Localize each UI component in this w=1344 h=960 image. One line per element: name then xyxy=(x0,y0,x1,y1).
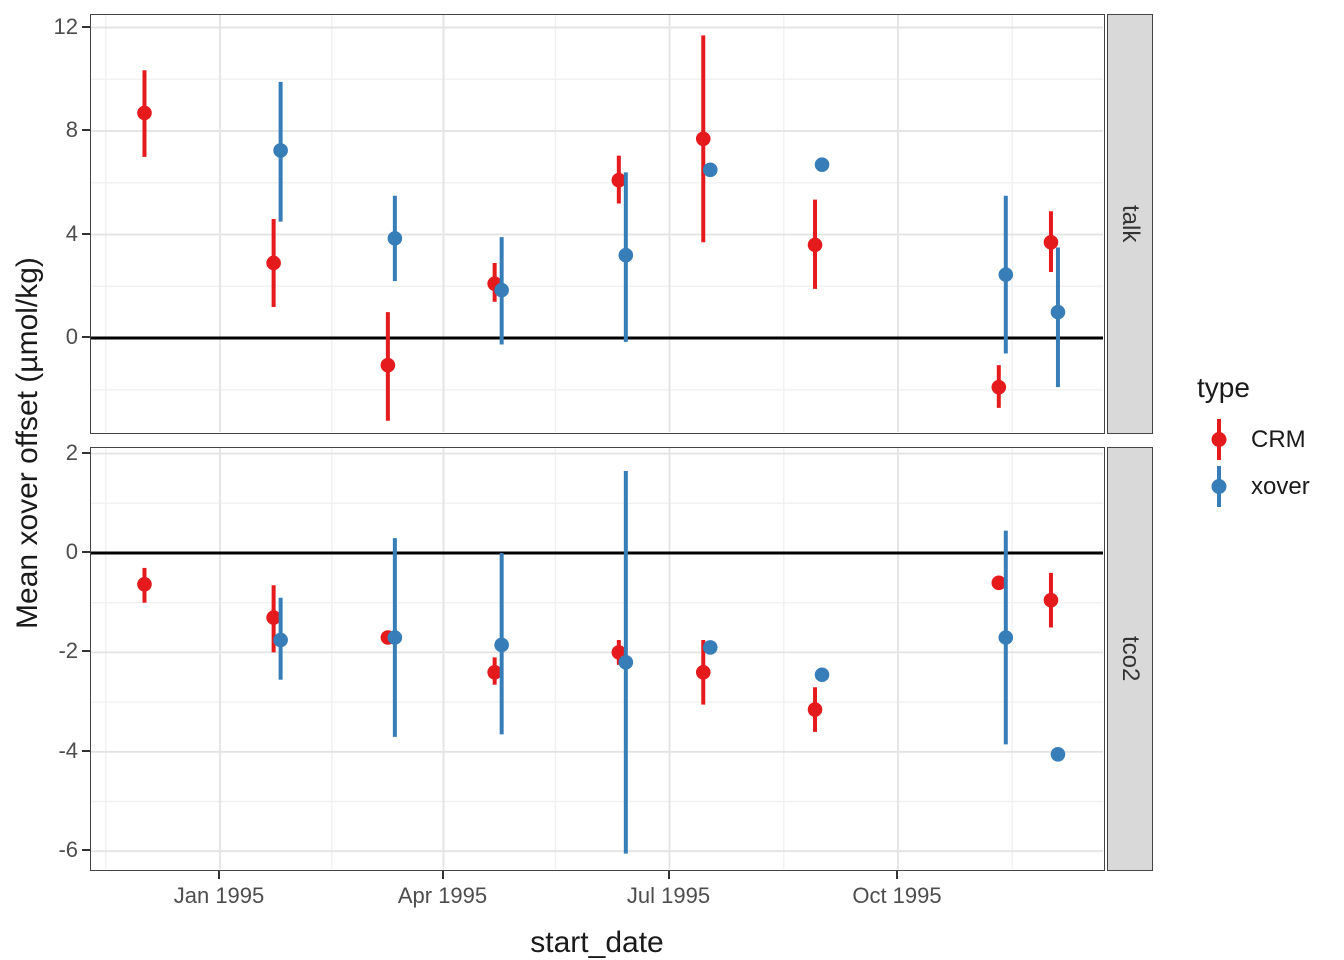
y-axis-tick-label: 2 xyxy=(65,439,78,465)
y-axis-tick xyxy=(82,551,90,553)
y-axis-tick xyxy=(82,451,90,454)
y-axis-tick xyxy=(82,129,90,132)
y-axis-tick xyxy=(82,849,90,852)
x-axis-tick-label: Apr 1995 xyxy=(397,883,488,908)
y-axis-tick-label: 0 xyxy=(65,324,78,349)
panel-tco2 xyxy=(90,447,1105,871)
y-axis-tick xyxy=(82,25,90,28)
x-axis-tick xyxy=(441,871,444,879)
facet-strip-talk: talk xyxy=(1107,14,1153,434)
y-axis-title: Mean xover offset (µmol/kg) xyxy=(11,257,44,629)
panel-tco2-canvas xyxy=(91,448,1103,869)
y-axis-tick xyxy=(82,749,90,752)
y-axis-tick xyxy=(82,336,90,338)
facet-strip-label: tco2 xyxy=(1117,636,1144,682)
pointrange-glyph-icon xyxy=(1211,466,1227,507)
legend-entry-label: CRM xyxy=(1251,425,1306,453)
legend-title: type xyxy=(1197,372,1250,403)
legend: type CRM xover xyxy=(1185,372,1343,510)
x-axis-tick xyxy=(218,871,220,879)
facet-strip-tco2: tco2 xyxy=(1107,447,1153,871)
y-axis-tick xyxy=(82,232,90,235)
legend-entry-xover: xover xyxy=(1185,463,1343,510)
panel-talk-canvas xyxy=(91,15,1103,432)
x-axis-title: start_date xyxy=(530,926,664,959)
y-axis-tick-label: 4 xyxy=(65,220,78,246)
y-axis-tick-label: 0 xyxy=(65,539,78,564)
legend-entry-crm: CRM xyxy=(1185,416,1343,463)
y-axis-tick-label: 8 xyxy=(65,117,78,143)
y-axis-tick-label: -2 xyxy=(58,638,78,664)
panel-talk xyxy=(90,14,1105,434)
y-axis-tick-label: -6 xyxy=(58,837,78,863)
y-axis-tick-label: 12 xyxy=(53,13,78,39)
facet-strip-label: talk xyxy=(1117,205,1144,243)
pointrange-glyph-icon xyxy=(1211,419,1227,460)
y-axis-tick xyxy=(82,650,90,653)
legend-entry-label: xover xyxy=(1251,472,1310,500)
x-axis-tick xyxy=(667,871,670,879)
x-axis-tick-label: Jul 1995 xyxy=(626,883,711,908)
x-axis-tick-label: Jan 1995 xyxy=(173,883,265,908)
x-axis-tick-label: Oct 1995 xyxy=(852,883,942,908)
x-axis-tick xyxy=(895,871,898,879)
y-axis-tick-label: -4 xyxy=(58,737,78,763)
